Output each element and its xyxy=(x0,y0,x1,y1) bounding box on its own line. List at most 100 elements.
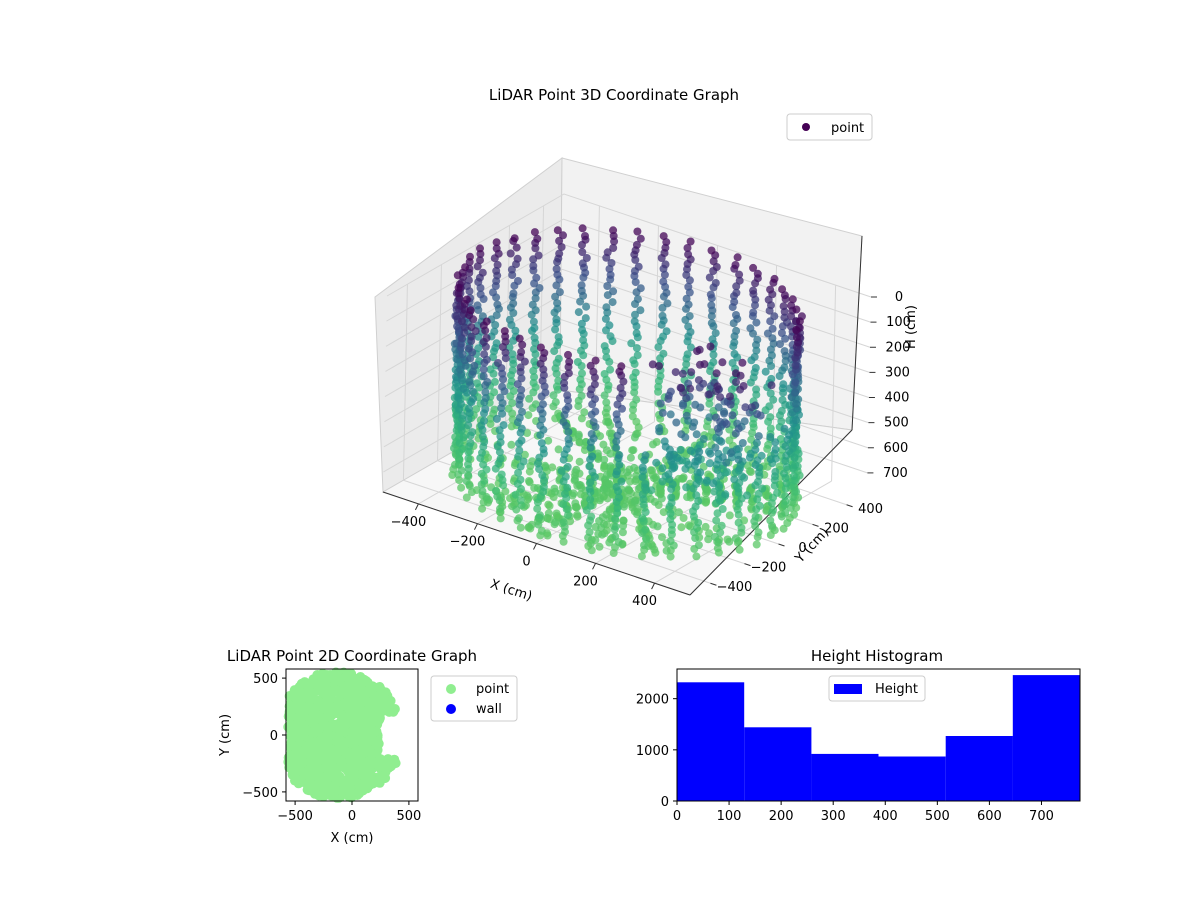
point-3d xyxy=(792,326,801,334)
point-3d xyxy=(715,483,723,492)
x-tick-label-2d: 500 xyxy=(396,809,421,824)
point-3d xyxy=(478,448,486,457)
point-2d xyxy=(328,745,339,756)
grid-line xyxy=(383,369,868,474)
point-3d xyxy=(749,286,758,295)
point-3d xyxy=(656,372,665,381)
point-3d xyxy=(534,520,543,529)
point-3d xyxy=(603,404,611,413)
point-3d xyxy=(711,279,720,287)
point-3d xyxy=(551,518,560,527)
point-3d xyxy=(600,391,609,400)
point-3d xyxy=(722,458,731,467)
point-2d xyxy=(353,787,364,798)
point-3d xyxy=(765,402,774,411)
point-3d xyxy=(606,332,615,341)
grid-line xyxy=(831,285,837,482)
point-3d xyxy=(460,305,469,314)
point-3d xyxy=(694,376,703,385)
y-tick-label-3d: −200 xyxy=(751,561,787,576)
point-3d xyxy=(551,364,560,373)
point-2d xyxy=(293,713,303,724)
point-3d xyxy=(587,430,596,438)
point-3d xyxy=(512,505,521,514)
point-3d xyxy=(781,492,790,501)
point-3d xyxy=(722,420,731,428)
point-3d xyxy=(706,342,715,351)
point-3d xyxy=(588,468,597,476)
point-3d xyxy=(633,351,642,360)
h-tick-label-3d: 700 xyxy=(883,466,908,481)
point-3d xyxy=(730,475,739,484)
point-3d xyxy=(498,409,507,418)
point-3d xyxy=(573,503,581,512)
point-3d xyxy=(517,436,526,445)
point-2d xyxy=(375,702,386,713)
point-3d xyxy=(480,416,488,425)
point-3d xyxy=(780,313,789,322)
point-3d xyxy=(464,448,473,457)
point-3d xyxy=(455,460,464,469)
legend-histogram: Height xyxy=(828,675,926,702)
y-tick-label-3d: 200 xyxy=(824,521,849,536)
point-3d xyxy=(636,306,645,315)
point-3d xyxy=(766,516,775,525)
point-3d xyxy=(468,428,477,437)
point-2d xyxy=(363,728,374,739)
point-3d xyxy=(775,462,784,471)
point-3d xyxy=(707,319,716,328)
point-3d xyxy=(462,493,471,502)
point-3d xyxy=(628,446,637,455)
y-tick-3d xyxy=(812,523,819,527)
point-3d xyxy=(755,501,764,510)
point-3d xyxy=(514,452,523,461)
point-3d xyxy=(589,418,598,426)
point-3d xyxy=(766,285,775,294)
point-2d xyxy=(327,672,338,683)
point-3d xyxy=(754,528,763,537)
x-tick-label-3d: 400 xyxy=(632,594,657,609)
point-3d xyxy=(464,460,472,469)
point-3d xyxy=(476,256,484,265)
point-3d xyxy=(618,389,627,398)
point-3d xyxy=(554,333,563,342)
point-3d xyxy=(506,249,515,258)
legend-3d-box xyxy=(786,113,873,141)
point-3d xyxy=(514,277,522,285)
h-axis-label-3d: H (cm) xyxy=(904,305,919,349)
point-3d xyxy=(483,378,492,386)
point-3d xyxy=(555,288,564,297)
point-3d xyxy=(498,399,507,408)
point-3d xyxy=(777,406,786,415)
point-3d xyxy=(732,378,740,387)
point-3d xyxy=(686,522,695,531)
point-3d xyxy=(684,460,693,469)
point-3d xyxy=(739,382,748,390)
point-3d xyxy=(613,504,622,513)
y-tick-label-3d: 400 xyxy=(858,502,883,517)
point-3d xyxy=(734,484,743,493)
point-3d xyxy=(508,355,517,364)
point-3d xyxy=(455,454,464,463)
point-3d xyxy=(752,438,761,447)
point-3d xyxy=(499,421,508,430)
point-3d xyxy=(699,435,708,443)
point-3d xyxy=(609,549,618,557)
x-tick-label-3d: −200 xyxy=(450,535,486,550)
point-3d xyxy=(464,344,473,353)
point-3d xyxy=(632,395,641,404)
point-3d xyxy=(602,303,611,312)
point-3d xyxy=(514,468,523,477)
point-3d xyxy=(686,384,695,393)
point-3d xyxy=(563,483,572,492)
point-3d xyxy=(580,408,589,417)
point-3d xyxy=(738,358,747,367)
point-2d xyxy=(347,770,358,781)
x-tick-label-hist: 600 xyxy=(977,809,1002,824)
point-2d xyxy=(361,719,372,730)
point-3d xyxy=(524,411,533,420)
point-2d xyxy=(371,777,382,787)
point-3d xyxy=(633,227,642,236)
point-cloud-3d xyxy=(448,224,806,561)
point-3d xyxy=(517,424,526,433)
